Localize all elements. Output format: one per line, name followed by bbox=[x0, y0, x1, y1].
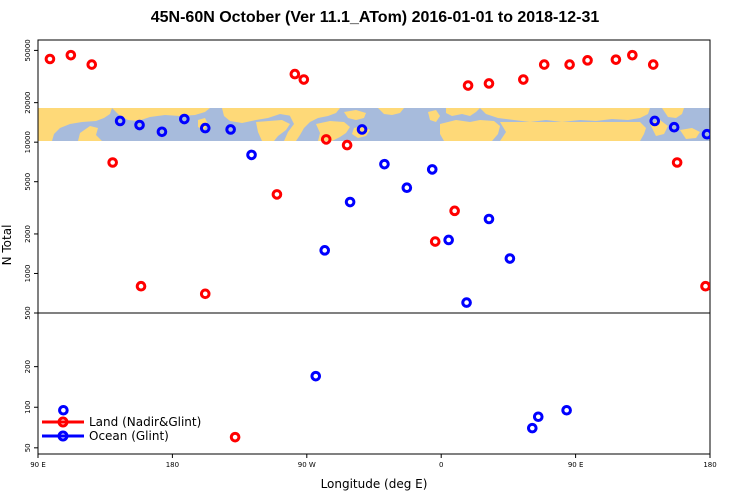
land-point bbox=[582, 55, 593, 66]
y-axis: 50000 20000 10000 5000 2000 1000 500 200 100 50 bbox=[24, 39, 38, 452]
y-axis-label: N Total bbox=[0, 225, 14, 266]
ocean-point bbox=[483, 213, 495, 225]
y-tick-label: 1000 bbox=[24, 265, 32, 283]
legend-land-marker bbox=[57, 416, 69, 428]
x-tick-label: 0 bbox=[439, 461, 443, 469]
land-point bbox=[627, 49, 638, 61]
land-point bbox=[65, 49, 77, 61]
ocean-point bbox=[310, 370, 322, 382]
ocean-point bbox=[649, 115, 661, 127]
legend: Land (Nadir&Glint) Ocean (Glint) bbox=[42, 415, 201, 443]
land-point bbox=[671, 157, 683, 168]
ocean-point bbox=[701, 128, 710, 140]
ocean-point bbox=[156, 126, 168, 138]
land-point bbox=[483, 78, 495, 89]
ocean-point bbox=[199, 122, 211, 134]
x-tick-label: 90 W bbox=[298, 461, 316, 469]
upper-panel-frame bbox=[37, 39, 711, 314]
ocean-point bbox=[179, 113, 190, 125]
ocean-point bbox=[561, 404, 572, 416]
x-axis: 90 E 180 90 W 0 90 E 180 bbox=[30, 454, 717, 469]
ocean-point bbox=[134, 119, 145, 131]
ocean-point bbox=[319, 245, 331, 256]
world-map-strip bbox=[38, 108, 710, 141]
land-point bbox=[107, 157, 118, 168]
x-tick-label: 180 bbox=[703, 461, 716, 469]
ocean-point bbox=[668, 121, 680, 133]
ocean-point bbox=[526, 422, 538, 434]
legend-ocean-marker bbox=[57, 430, 69, 442]
land-point bbox=[298, 74, 310, 85]
land-point bbox=[199, 288, 211, 300]
land-point bbox=[229, 431, 241, 443]
ocean-point bbox=[461, 297, 472, 308]
ocean-point bbox=[246, 149, 257, 161]
data-points bbox=[44, 49, 710, 443]
y-tick-label: 50 bbox=[24, 443, 32, 452]
land-point bbox=[341, 139, 353, 151]
land-point bbox=[449, 205, 460, 217]
y-tick-label: 50000 bbox=[24, 39, 32, 61]
y-tick-label: 500 bbox=[24, 306, 32, 319]
x-tick-label: 90 E bbox=[30, 461, 46, 469]
ocean-point bbox=[344, 196, 356, 208]
chart-title: 45N-60N October (Ver 11.1_ATom) 2016-01-… bbox=[150, 9, 600, 26]
x-tick-label: 180 bbox=[166, 461, 179, 469]
ocean-point bbox=[401, 182, 413, 194]
ocean-point bbox=[356, 124, 368, 135]
land-point bbox=[86, 59, 98, 70]
land-point bbox=[429, 236, 441, 247]
legend-item-land: Land (Nadir&Glint) bbox=[42, 415, 201, 429]
ocean-point bbox=[426, 164, 438, 175]
ocean-point bbox=[225, 124, 236, 135]
lower-panel-frame bbox=[37, 312, 711, 455]
legend-land-label: Land (Nadir&Glint) bbox=[89, 415, 201, 429]
land-point bbox=[462, 80, 474, 91]
ocean-point bbox=[504, 253, 516, 264]
land-point bbox=[538, 59, 550, 70]
y-tick-label: 20000 bbox=[24, 92, 32, 114]
ocean-point bbox=[379, 158, 390, 170]
ocean-point bbox=[443, 234, 454, 246]
land-point bbox=[135, 280, 147, 292]
land-point bbox=[564, 59, 575, 70]
y-tick-label: 5000 bbox=[24, 173, 32, 191]
x-tick-label: 90 E bbox=[568, 461, 584, 469]
land-point bbox=[44, 53, 56, 65]
y-tick-label: 2000 bbox=[24, 225, 32, 243]
map-land bbox=[38, 108, 700, 141]
y-tick-label: 10000 bbox=[24, 131, 32, 153]
ocean-point bbox=[58, 404, 69, 416]
land-point bbox=[289, 68, 301, 80]
y-tick-label: 100 bbox=[24, 401, 32, 414]
ocean-point bbox=[532, 411, 544, 423]
land-point bbox=[610, 54, 622, 65]
ocean-point bbox=[114, 115, 126, 127]
legend-ocean-label: Ocean (Glint) bbox=[89, 429, 169, 443]
land-point bbox=[700, 280, 710, 292]
land-point bbox=[320, 134, 332, 145]
land-point bbox=[518, 74, 529, 85]
x-axis-label: Longitude (deg E) bbox=[321, 477, 428, 491]
land-point bbox=[271, 189, 283, 200]
legend-item-ocean: Ocean (Glint) bbox=[42, 429, 169, 443]
y-tick-label: 200 bbox=[24, 360, 32, 373]
land-point bbox=[647, 59, 659, 70]
